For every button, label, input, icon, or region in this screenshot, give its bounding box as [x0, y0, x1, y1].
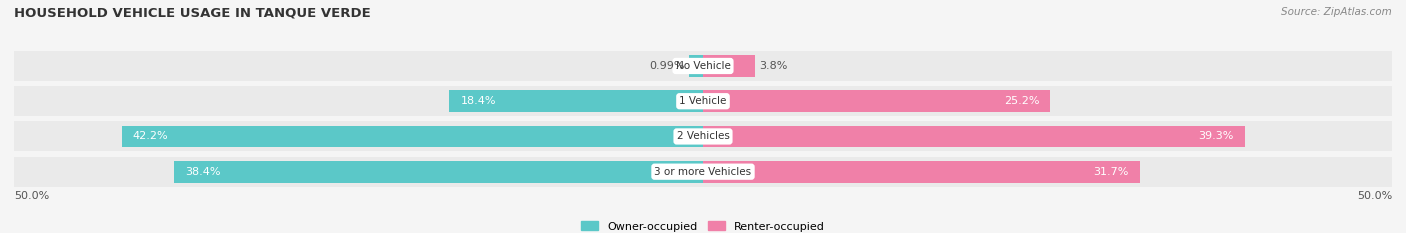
- Bar: [703, 161, 1140, 183]
- Text: 0.99%: 0.99%: [650, 61, 685, 71]
- Bar: [14, 121, 1392, 151]
- Text: 2 Vehicles: 2 Vehicles: [676, 131, 730, 141]
- Bar: [703, 90, 1050, 112]
- Bar: [703, 126, 1244, 147]
- Text: HOUSEHOLD VEHICLE USAGE IN TANQUE VERDE: HOUSEHOLD VEHICLE USAGE IN TANQUE VERDE: [14, 7, 371, 20]
- Text: 50.0%: 50.0%: [1357, 191, 1392, 201]
- Bar: [450, 90, 703, 112]
- Text: 25.2%: 25.2%: [1004, 96, 1039, 106]
- Text: No Vehicle: No Vehicle: [675, 61, 731, 71]
- Bar: [703, 55, 755, 77]
- Text: 42.2%: 42.2%: [132, 131, 169, 141]
- Bar: [14, 51, 1392, 81]
- Text: 3 or more Vehicles: 3 or more Vehicles: [654, 167, 752, 177]
- Text: 39.3%: 39.3%: [1198, 131, 1233, 141]
- Text: 38.4%: 38.4%: [186, 167, 221, 177]
- Bar: [14, 86, 1392, 116]
- Bar: [14, 157, 1392, 187]
- Text: 50.0%: 50.0%: [14, 191, 49, 201]
- Legend: Owner-occupied, Renter-occupied: Owner-occupied, Renter-occupied: [576, 217, 830, 233]
- Bar: [121, 126, 703, 147]
- Bar: [689, 55, 703, 77]
- Text: 18.4%: 18.4%: [461, 96, 496, 106]
- Text: Source: ZipAtlas.com: Source: ZipAtlas.com: [1281, 7, 1392, 17]
- Text: 31.7%: 31.7%: [1094, 167, 1129, 177]
- Text: 1 Vehicle: 1 Vehicle: [679, 96, 727, 106]
- Text: 3.8%: 3.8%: [759, 61, 787, 71]
- Bar: [174, 161, 703, 183]
